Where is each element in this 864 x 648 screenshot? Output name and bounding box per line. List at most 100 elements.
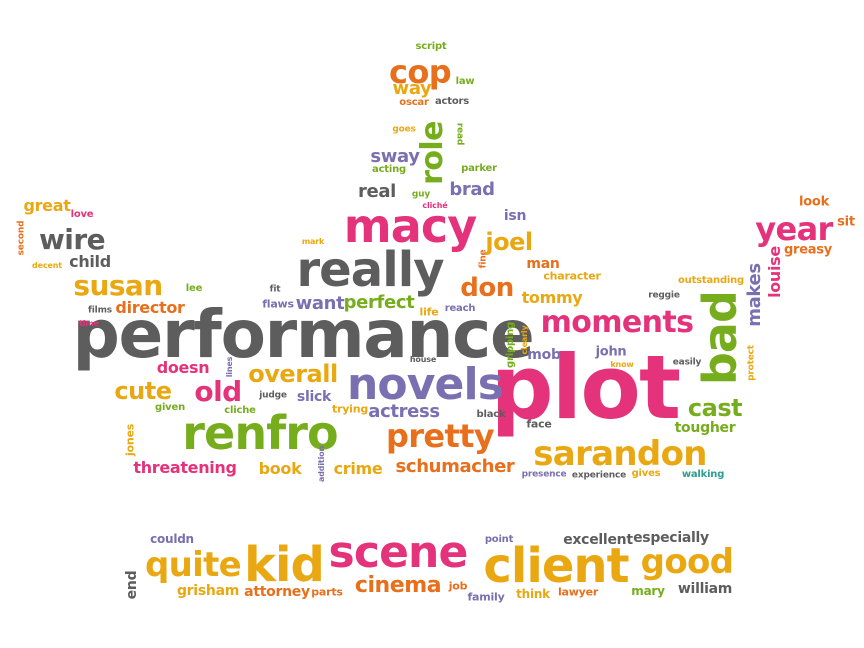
word-outstanding: outstanding xyxy=(677,275,745,286)
word-renfro: renfro xyxy=(182,406,338,460)
word-gives: gives xyxy=(631,468,661,479)
word-director: director xyxy=(115,298,185,317)
word-kid: kid xyxy=(244,537,325,593)
word-performance: performance xyxy=(72,296,535,373)
word-crime: crime xyxy=(333,459,383,478)
word-black: black xyxy=(476,409,506,420)
word-sarandon: sarandon xyxy=(533,434,707,474)
word-actors: actors xyxy=(434,96,470,107)
word-family: family xyxy=(467,590,505,604)
word-trying: trying xyxy=(331,402,369,416)
word-easily: easily xyxy=(672,357,702,368)
word-script: script xyxy=(415,41,447,52)
word-time: time xyxy=(79,319,99,328)
word-brad: brad xyxy=(449,179,495,200)
word-cliché: cliché xyxy=(422,201,448,210)
word-guy: guy xyxy=(411,189,431,200)
word-john: john xyxy=(595,344,627,360)
word-want: want xyxy=(295,293,345,314)
word-man: man xyxy=(526,256,560,272)
word-cliche: cliche xyxy=(224,405,256,416)
word-lawyer: lawyer xyxy=(557,585,599,599)
word-tommy: tommy xyxy=(521,288,583,307)
word-mark: mark xyxy=(301,237,325,246)
word-goes: goes xyxy=(392,124,416,135)
word-real: real xyxy=(358,181,396,202)
word-mob: mob xyxy=(527,347,561,363)
word-pretty: pretty xyxy=(385,417,495,455)
word-excellent: excellent xyxy=(563,532,633,548)
word-role: role xyxy=(415,121,450,185)
word-fit: fit xyxy=(269,284,281,295)
word-grisham: grisham xyxy=(176,583,240,599)
word-slick: slick xyxy=(296,389,332,405)
word-lines: lines xyxy=(225,356,234,378)
word-protect: protect xyxy=(746,345,757,381)
word-wire: wire xyxy=(38,223,106,256)
word-walking: walking xyxy=(681,469,725,480)
word-reach: reach xyxy=(444,303,476,314)
word-job: job xyxy=(448,579,468,593)
word-clearly: clearly xyxy=(520,325,529,355)
word-end: end xyxy=(124,570,140,600)
word-look: look xyxy=(799,194,829,210)
word-greasy: greasy xyxy=(784,242,832,258)
word-novels: novels xyxy=(346,359,504,410)
word-oscar: oscar xyxy=(399,97,429,108)
word-old: old xyxy=(194,375,242,408)
word-judge: judge xyxy=(259,390,287,401)
word-sit: sit xyxy=(837,214,855,230)
word-character: character xyxy=(543,269,601,283)
word-perfect: perfect xyxy=(343,292,415,313)
word-life: life xyxy=(419,305,439,319)
word-point: point xyxy=(484,534,514,545)
word-child: child xyxy=(69,252,111,271)
word-reggie: reggie xyxy=(648,290,680,301)
word-overall: overall xyxy=(248,360,338,388)
word-scene: scene xyxy=(328,527,469,578)
word-great: great xyxy=(23,196,71,215)
word-presence: presence xyxy=(521,469,567,480)
word-read: read xyxy=(454,122,465,146)
word-attorney: attorney xyxy=(244,584,310,600)
word-acting: acting xyxy=(372,164,406,175)
word-decent: decent xyxy=(32,261,62,270)
word-house: house xyxy=(409,355,437,364)
word-client: client xyxy=(483,538,629,594)
word-actress: actress xyxy=(368,401,440,422)
word-films: films xyxy=(88,305,112,316)
word-parts: parts xyxy=(311,585,343,599)
word-experience: experience xyxy=(571,470,627,481)
word-louise: louise xyxy=(765,246,784,298)
word-fine: fine xyxy=(478,249,489,269)
word-flaws: flaws xyxy=(262,297,294,311)
word-face: face xyxy=(526,417,552,431)
word-year: year xyxy=(755,210,833,248)
word-threatening: threatening xyxy=(133,458,237,477)
word-macy: macy xyxy=(343,199,477,253)
word-good: good xyxy=(640,542,734,582)
word-plot: plot xyxy=(490,336,681,439)
word-schumacher: schumacher xyxy=(395,456,515,477)
word-addition: addition xyxy=(317,445,326,483)
word-tougher: tougher xyxy=(674,420,736,436)
word-don: don xyxy=(460,273,514,303)
word-doesn: doesn xyxy=(156,358,210,377)
word-isn: isn xyxy=(503,208,527,224)
word-given: given xyxy=(154,402,186,413)
word-william: william xyxy=(677,581,733,597)
word-cast: cast xyxy=(687,394,743,422)
word-quite: quite xyxy=(144,545,242,585)
word-know: know xyxy=(610,360,634,369)
word-cinema: cinema xyxy=(354,573,442,598)
word-sway: sway xyxy=(370,146,420,167)
word-law: law xyxy=(455,76,475,87)
word-lee: lee xyxy=(185,283,203,294)
word-bad: bad xyxy=(693,290,747,386)
word-love: love xyxy=(70,209,94,220)
word-second: second xyxy=(16,220,27,256)
word-gripping: gripping xyxy=(505,322,516,368)
word-especially: especially xyxy=(633,530,709,546)
word-couldn: couldn xyxy=(150,532,194,546)
